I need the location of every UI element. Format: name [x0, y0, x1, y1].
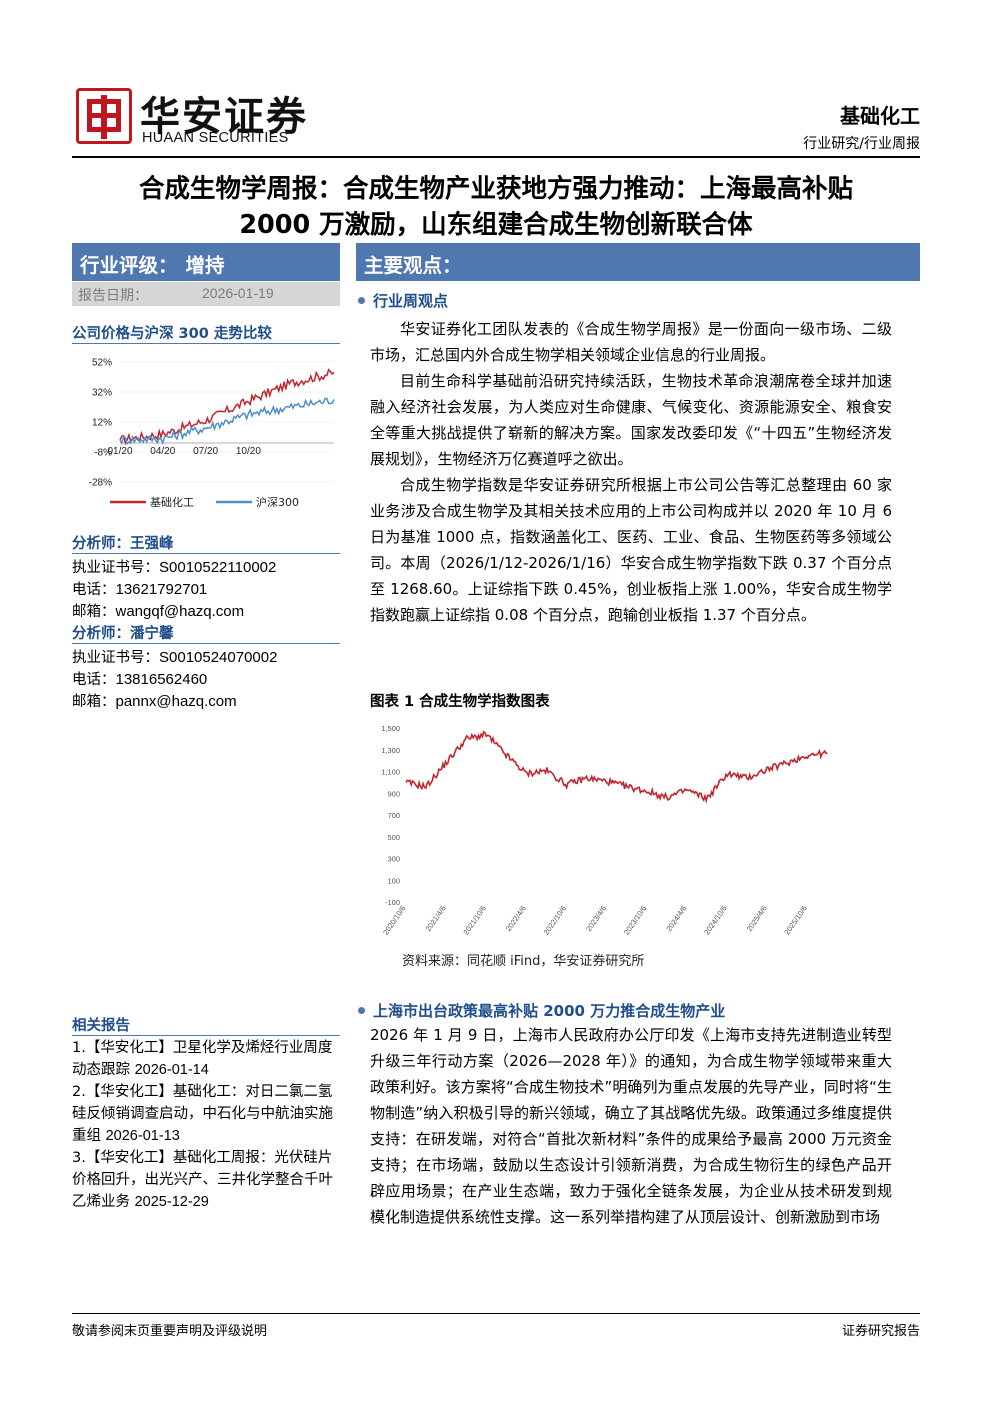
x-tick-label: 2022/10/6	[542, 904, 569, 937]
rating-value: 增持	[185, 254, 225, 277]
x-tick-label: 2021/4/6	[424, 904, 448, 933]
x-tick-label: 07/20	[193, 446, 218, 457]
brand-name-en: HUAAN SECURITIES	[142, 130, 289, 146]
analyst2-phone: 电话：13816562460	[72, 671, 208, 688]
bullet-dot-icon	[358, 297, 365, 304]
related-report-item[interactable]: 3.【华安化工】基础化工周报：光伏硅片价格回升，出光兴产、三井化学整合千叶乙烯业…	[72, 1150, 333, 1210]
y-tick-label: -8%	[94, 448, 112, 459]
company-logo	[76, 88, 132, 144]
paragraph-4: 2026 年 1 月 9 日，上海市人民政府办公厅印发《上海市支持先进制造业转型…	[370, 1026, 892, 1226]
x-tick-label: 2025/4/6	[745, 904, 769, 933]
y-tick-label: 300	[387, 855, 400, 864]
y-tick-label: 500	[387, 833, 400, 842]
legend-label-chemicals: 基础化工	[150, 495, 194, 509]
analyst2-title: 分析师：潘宁馨	[72, 626, 174, 642]
analyst2-license: 执业证书号：S0010524070002	[72, 649, 278, 666]
x-tick-label: 2024/4/6	[664, 904, 688, 933]
y-tick-label: 1,300	[381, 746, 400, 755]
brand-name-cn: 华安证券	[140, 93, 308, 140]
analyst1-title: 分析师：王强峰	[72, 536, 174, 552]
related-report-item[interactable]: 2.【华安化工】基础化工：对日二氯二氢硅反倾销调查启动，中石化与中航油实施重组 …	[72, 1084, 333, 1144]
section-shanghai-policy: 上海市出台政策最高补贴 2000 万力推合成生物产业	[358, 1000, 725, 1021]
analyst1-email[interactable]: 邮箱：wangqf@hazq.com	[72, 603, 245, 620]
bullet-dot-icon	[358, 1007, 365, 1014]
figure1-source: 资料来源：同花顺 iFind，华安证券研究所	[402, 954, 645, 969]
paragraph-1: 华安证券化工团队发表的《合成生物学周报》是一份面向一级市场、二级市场，汇总国内外…	[370, 320, 892, 364]
x-tick-label: 04/20	[150, 446, 175, 457]
analyst1-rule	[72, 553, 340, 554]
price-chart-title: 公司价格与沪深 300 走势比较	[72, 326, 272, 342]
disclaimer-note[interactable]: 敬请参阅末页重要声明及评级说明	[72, 1324, 268, 1339]
y-tick-label: -28%	[89, 478, 112, 489]
main-points-bar: 主要观点：	[356, 243, 920, 281]
paragraph-3: 合成生物学指数是华安证券研究所根据上市公司公告等汇总整理由 60 家业务涉及合成…	[370, 476, 892, 624]
x-tick-label: 2020/10/6	[381, 904, 408, 937]
series-line-chemicals	[119, 368, 335, 446]
x-tick-label: 2022/4/6	[504, 904, 528, 933]
x-tick-label: 2023/4/6	[584, 904, 608, 933]
footer-divider	[72, 1313, 920, 1314]
x-tick-label: 2024/10/6	[702, 904, 729, 937]
related-reports-rule	[72, 1035, 340, 1036]
report-title-line1: 合成生物学周报：合成生物产业获地方强力推动：上海最高补贴	[138, 174, 853, 204]
report-date-value: 2026-01-19	[202, 285, 274, 301]
analyst1-license: 执业证书号：S0010522110002	[72, 559, 277, 576]
legend-label-hs300: 沪深300	[256, 495, 299, 509]
x-tick-label: 2023/10/6	[622, 904, 649, 937]
synbio-index-chart: 1,500 1,300 1,100 900 700 500 300 100 -100 2020/…	[381, 724, 828, 937]
report-date-bar: 报告日期： 2026-01-19	[72, 282, 340, 306]
report-type-label: 行业研究/行业周报	[803, 136, 920, 152]
y-tick-label: 12%	[92, 418, 112, 429]
figure1-title: 图表 1 合成生物学指数图表	[370, 694, 550, 710]
synbio-index-line	[405, 730, 828, 804]
related-report-item[interactable]: 1.【华安化工】卫星化学及烯烃行业周度动态跟踪 2026-01-14	[72, 1040, 333, 1078]
y-tick-label: 1,100	[381, 768, 400, 777]
y-tick-label: -100	[385, 898, 400, 907]
related-reports-title: 相关报告	[72, 1018, 130, 1034]
y-tick-label: 52%	[92, 358, 112, 369]
section-weekly-view: 行业周观点	[358, 290, 448, 311]
rating-label: 行业评级：	[80, 254, 178, 277]
series-line-hs300	[119, 397, 335, 446]
price-comparison-chart: 52% 32% 12% -8% -28% 01/20 04/20 07/20 10/20 基础…	[89, 358, 335, 509]
shanghai-policy-text: 2026 年 1 月 9 日，上海市人民政府办公厅印发《上海市支持先进制造业转型…	[370, 1022, 892, 1230]
y-tick-label: 32%	[92, 388, 112, 399]
x-tick-label: 01/20	[107, 446, 132, 457]
header-divider	[72, 156, 920, 158]
analyst2-email[interactable]: 邮箱：pannx@hazq.com	[72, 693, 237, 710]
price-chart-rule	[72, 343, 340, 344]
analyst1-phone: 电话：13621792701	[72, 581, 208, 598]
sector-label: 基础化工	[840, 104, 920, 128]
y-tick-label: 100	[387, 876, 400, 885]
y-tick-label: 700	[387, 811, 400, 820]
x-tick-label: 2025/10/6	[782, 904, 809, 937]
report-category: 证券研究报告	[841, 1324, 920, 1339]
y-tick-label: 1,500	[381, 724, 400, 733]
analyst2-rule	[72, 643, 340, 644]
y-tick-label: 900	[387, 789, 400, 798]
report-title-line2: 2000 万激励，山东组建合成生物创新联合体	[239, 210, 753, 240]
industry-rating-bar: 行业评级： 增持	[72, 243, 340, 281]
x-tick-label: 2021/10/6	[461, 904, 488, 937]
x-tick-label: 10/20	[236, 446, 261, 457]
weekly-view-text: 华安证券化工团队发表的《合成生物学周报》是一份面向一级市场、二级市场，汇总国内外…	[370, 316, 892, 628]
report-date-label: 报告日期：	[78, 288, 148, 304]
paragraph-2: 目前生命科学基础前沿研究持续活跃，生物技术革命浪潮席卷全球并加速融入经济社会发展…	[370, 372, 892, 468]
